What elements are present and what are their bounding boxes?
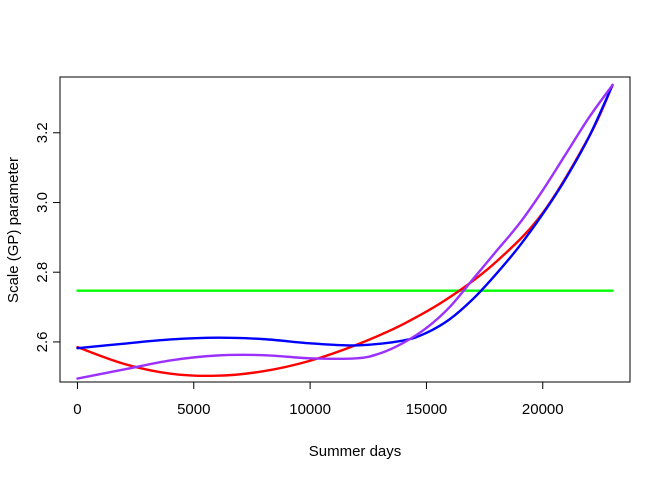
x-tick-label: 5000 [177, 401, 210, 418]
x-axis: 0 5000 10000 15000 20000 [73, 381, 564, 418]
y-tick-label: 3.2 [34, 122, 51, 143]
x-tick-label: 10000 [289, 401, 331, 418]
series-line-blue [76, 83, 614, 350]
y-tick-label: 2.8 [34, 262, 51, 283]
y-tick-label: 3.0 [34, 192, 51, 213]
y-tick-label: 2.6 [34, 331, 51, 352]
series-layer [76, 83, 614, 380]
plot-frame [59, 76, 631, 383]
y-axis: 2.6 2.8 3.0 3.2 [34, 122, 61, 352]
x-axis-label: Summer days [309, 443, 402, 460]
x-tick-label: 20000 [522, 401, 564, 418]
y-axis-label: Scale (GP) parameter [5, 157, 22, 303]
x-tick-label: 0 [73, 401, 81, 418]
x-tick-label: 15000 [406, 401, 448, 418]
series-line-purple [76, 83, 614, 380]
